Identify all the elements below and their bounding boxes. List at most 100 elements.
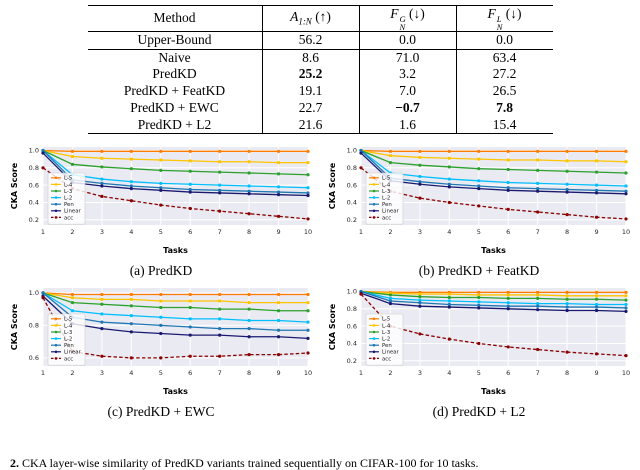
svg-text:acc: acc [382, 356, 391, 362]
svg-text:L-3: L-3 [382, 330, 390, 336]
svg-text:L-4: L-4 [64, 182, 73, 188]
svg-text:3: 3 [417, 369, 421, 377]
svg-text:acc: acc [64, 356, 73, 362]
chart-predkd: 1 2 3 4 5 6 7 8 9 10 0.2 0.4 0.6 0.8 1.0 L-5 L-4 L-3 L-2 Pe… [9, 143, 314, 279]
svg-text:7: 7 [217, 228, 221, 236]
value-cell: 0.0 [455, 31, 553, 50]
svg-text:Linear: Linear [382, 350, 400, 356]
svg-text:3: 3 [99, 228, 103, 236]
svg-text:5: 5 [158, 369, 162, 377]
svg-text:10: 10 [621, 369, 629, 377]
svg-text:1.0: 1.0 [28, 147, 38, 155]
value-cell: 7.8 [455, 99, 553, 117]
svg-text:1: 1 [358, 228, 362, 236]
svg-text:L-4: L-4 [64, 323, 73, 329]
svg-text:Linear: Linear [64, 350, 82, 356]
svg-text:9: 9 [276, 228, 280, 236]
value-cell: 71.0 [358, 49, 456, 67]
svg-text:Pen: Pen [382, 202, 392, 208]
value-cell: 1.6 [358, 116, 456, 134]
svg-text:0.8: 0.8 [346, 164, 356, 172]
svg-text:2: 2 [70, 228, 74, 236]
svg-text:acc: acc [382, 215, 391, 221]
value-cell: 19.1 [261, 83, 359, 100]
charts-grid: 1 2 3 4 5 6 7 8 9 10 0.2 0.4 0.6 0.8 1.0 L-5 L-4 L-3 L-2 Pe… [6, 143, 634, 420]
table-row: PredKD 25.2 3.2 27.2 [88, 66, 553, 84]
subfigure-caption: (c) PredKD + EWC [107, 404, 215, 419]
svg-text:1.0: 1.0 [28, 289, 38, 297]
table-row: PredKD + L2 21.6 1.6 15.4 [88, 116, 553, 134]
svg-text:0.8: 0.8 [28, 322, 38, 330]
svg-text:1: 1 [40, 369, 44, 377]
svg-text:0.2: 0.2 [346, 216, 356, 224]
svg-text:4: 4 [129, 228, 133, 236]
svg-text:L-3: L-3 [382, 189, 390, 195]
svg-text:8: 8 [247, 369, 251, 377]
svg-text:Tasks: Tasks [481, 246, 506, 255]
value-cell: 3.2 [358, 66, 456, 84]
method-cell: PredKD + L2 [137, 116, 212, 132]
subfigure-caption: (a) PredKD [129, 263, 193, 278]
svg-text:2: 2 [388, 369, 392, 377]
svg-text:0.8: 0.8 [346, 305, 356, 313]
svg-text:CKA Score: CKA Score [328, 303, 337, 350]
col-header-avg-accuracy: A1:N (↑) [261, 5, 359, 32]
svg-text:0.4: 0.4 [346, 199, 356, 207]
value-cell: 8.6 [261, 49, 359, 67]
value-cell: −0.7 [358, 99, 456, 117]
svg-text:6: 6 [188, 228, 192, 236]
svg-text:Tasks: Tasks [163, 246, 188, 255]
svg-text:1.0: 1.0 [346, 288, 356, 296]
svg-text:L-2: L-2 [382, 196, 390, 202]
svg-text:L-5: L-5 [382, 317, 390, 323]
svg-text:10: 10 [303, 369, 311, 377]
svg-text:10: 10 [621, 228, 629, 236]
svg-text:Pen: Pen [64, 343, 74, 349]
caption-number: 2. [10, 456, 19, 470]
cka-line-chart: 1 2 3 4 5 6 7 8 9 10 0.6 0.8 1.0 L-5L-4L-3L-2PenLinea… [10, 288, 312, 396]
value-cell: 56.2 [261, 31, 359, 50]
svg-text:1: 1 [358, 369, 362, 377]
svg-text:4: 4 [447, 228, 451, 236]
subfigure-caption: (d) PredKD + L2 [432, 404, 526, 419]
chart-predkd-featkd: 1 2 3 4 5 6 7 8 9 10 0.2 0.4 0.6 0.8 1.0 L-5 L-4 L-3 L-2 Pe… [327, 143, 632, 279]
svg-text:0.4: 0.4 [28, 199, 38, 207]
svg-text:8: 8 [247, 228, 251, 236]
svg-text:Pen: Pen [382, 343, 392, 349]
svg-text:0.2: 0.2 [28, 216, 38, 224]
svg-text:CKA Score: CKA Score [10, 303, 19, 350]
table-body: Upper-Bound 56.2 0.0 0.0 Naive 8.6 71.0 63.4 Pre… [87, 31, 553, 134]
table-row: PredKD + FeatKD 19.1 7.0 26.5 [88, 83, 553, 100]
svg-text:CKA Score: CKA Score [328, 162, 337, 209]
svg-text:7: 7 [535, 228, 539, 236]
table-row: Upper-Bound 56.2 0.0 0.0 [87, 31, 553, 50]
svg-text:5: 5 [476, 369, 480, 377]
svg-text:1.0: 1.0 [346, 147, 356, 155]
svg-text:0.6: 0.6 [346, 322, 356, 330]
chart-predkd-l2: 1 2 3 4 5 6 7 8 9 10 0.2 0.4 0.6 0.8 1.0 L-5 L-4 L-3 L-2 Pe… [327, 284, 632, 420]
col-header-method: Method [153, 10, 196, 26]
svg-text:2: 2 [70, 369, 74, 377]
svg-text:L-5: L-5 [64, 317, 72, 323]
svg-text:8: 8 [565, 369, 569, 377]
table-row: PredKD + EWC 22.7 −0.7 7.8 [88, 99, 553, 117]
value-cell: 25.2 [261, 66, 359, 84]
figure-caption-fragment: 2. CKA layer-wise similarity of PredKD v… [10, 456, 630, 470]
svg-text:5: 5 [476, 228, 480, 236]
chart-predkd-ewc: 1 2 3 4 5 6 7 8 9 10 0.6 0.8 1.0 L-5 L-4 L-3 L-2 Pen Linea… [9, 284, 314, 420]
value-cell: 63.4 [455, 49, 553, 67]
svg-text:0.6: 0.6 [28, 181, 38, 189]
method-cell: Naive [158, 49, 191, 65]
svg-text:L-2: L-2 [382, 337, 390, 343]
method-cell: PredKD [152, 66, 197, 82]
svg-text:L-2: L-2 [64, 196, 72, 202]
subfigure-caption: (b) PredKD + FeatKD [418, 263, 540, 278]
svg-text:1: 1 [40, 228, 44, 236]
svg-text:Tasks: Tasks [481, 387, 506, 396]
svg-text:2: 2 [388, 228, 392, 236]
svg-text:0.2: 0.2 [346, 357, 356, 365]
